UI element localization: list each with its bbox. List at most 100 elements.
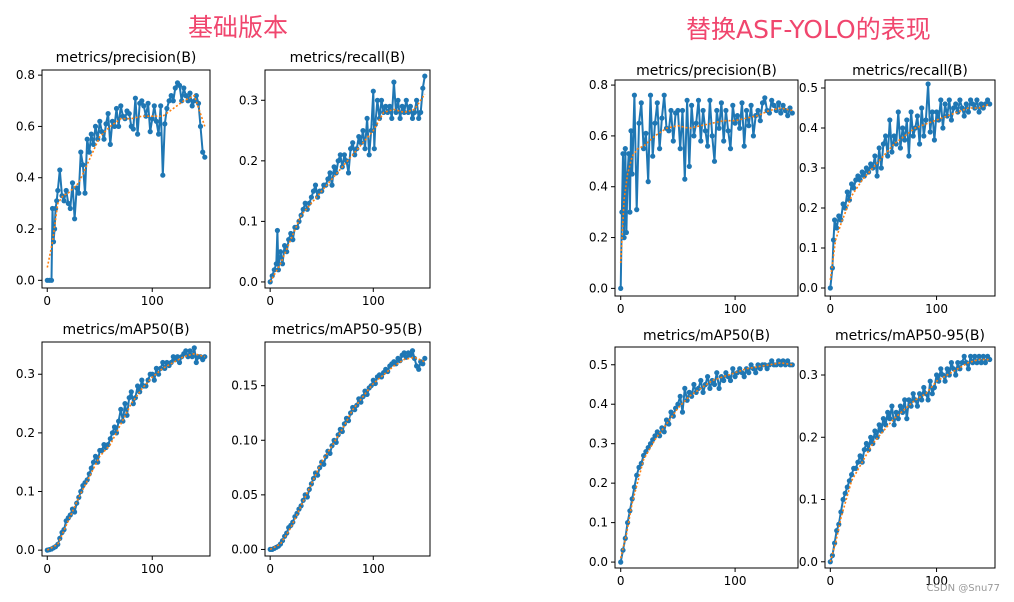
results-point — [695, 97, 702, 103]
results-point — [88, 465, 94, 471]
results-point — [968, 353, 974, 359]
results-point — [857, 453, 863, 459]
results-point — [279, 261, 286, 267]
results-point — [906, 153, 912, 159]
y-tick-label: 0.3 — [16, 367, 35, 381]
y-tick-label: 0.1 — [239, 214, 258, 228]
results-point — [748, 102, 754, 108]
results-point — [80, 162, 86, 168]
results-point — [126, 111, 132, 117]
results-point — [170, 98, 176, 104]
y-tick-label: 0.1 — [16, 485, 35, 499]
results-point — [337, 152, 343, 158]
results-point — [789, 362, 795, 368]
results-point — [153, 365, 159, 371]
results-point — [135, 131, 141, 137]
results-point — [970, 101, 976, 107]
results-point — [880, 141, 886, 147]
y-tick-label: 0.4 — [589, 180, 608, 194]
results-point — [362, 146, 368, 152]
results-point — [139, 377, 145, 383]
results-point — [141, 103, 147, 109]
results-point — [931, 137, 937, 143]
results-point — [827, 285, 833, 291]
results-point — [914, 403, 920, 409]
results-point — [282, 243, 288, 249]
chart-title: metrics/mAP50(B) — [62, 322, 189, 338]
x-tick-label: 0 — [43, 294, 51, 308]
y-tick-label: 0.8 — [16, 68, 35, 82]
results-point — [321, 461, 327, 467]
results-point — [158, 103, 164, 109]
results-point — [923, 117, 929, 123]
results-line — [270, 349, 426, 551]
results-point — [709, 133, 715, 139]
results-point — [868, 161, 874, 167]
results-point — [830, 237, 837, 243]
results-point — [741, 374, 747, 380]
results-point — [109, 430, 115, 436]
smooth-line — [46, 352, 206, 551]
results-point — [929, 391, 935, 397]
results-point — [634, 207, 640, 213]
y-tick-label: 0.4 — [589, 397, 608, 411]
results-point — [748, 362, 754, 368]
chart-left-map50-95: metrics/mAP50-95(B) 0 100 0.00 0.05 0.10 0.15 — [231, 322, 431, 576]
results-point — [411, 109, 418, 115]
results-point — [149, 371, 155, 377]
results-point — [143, 383, 149, 389]
chart-right-map50: metrics/mAP50(B) 0 100 0.0 0.1 0.2 0.3 0.4 0.5 — [589, 328, 799, 588]
results-point — [59, 193, 65, 199]
results-point — [917, 141, 923, 147]
results-point — [139, 98, 145, 104]
y-tick-label: 0.4 — [16, 171, 35, 185]
x-tick-label: 100 — [141, 562, 164, 576]
results-point — [872, 428, 878, 434]
results-point — [921, 133, 927, 139]
y-tick-label: 0.1 — [799, 493, 818, 507]
results-point — [358, 140, 364, 146]
results-point — [643, 130, 649, 136]
results-point — [684, 97, 690, 103]
results-point — [620, 151, 626, 157]
results-point — [109, 118, 115, 124]
results-point — [771, 102, 777, 108]
x-tick-label: 0 — [826, 574, 834, 588]
results-point — [420, 361, 426, 367]
results-point — [135, 383, 141, 389]
results-point — [312, 182, 319, 188]
results-point — [679, 409, 686, 415]
results-point — [698, 138, 704, 144]
results-point — [868, 434, 874, 440]
results-point — [766, 362, 772, 368]
results-point — [626, 151, 632, 157]
results-point — [143, 113, 149, 119]
results-point — [350, 140, 356, 146]
y-tick-label: 0.05 — [231, 488, 258, 502]
results-point — [883, 133, 889, 139]
results-point — [385, 109, 391, 115]
results-point — [741, 143, 747, 149]
results-point — [900, 409, 906, 415]
x-tick-label: 0 — [43, 562, 51, 576]
results-point — [670, 138, 676, 144]
results-point — [149, 116, 155, 122]
results-point — [174, 354, 181, 360]
results-point — [753, 370, 759, 376]
chart-right-map50-95: metrics/mAP50-95(B) 0 100 0.0 0.1 0.2 0.3 — [799, 328, 996, 588]
results-point — [955, 360, 961, 366]
results-point — [183, 348, 189, 354]
results-line — [829, 355, 991, 563]
results-point — [92, 453, 99, 459]
results-point — [191, 345, 197, 351]
results-point — [97, 118, 103, 124]
results-point — [904, 117, 910, 123]
results-point — [968, 97, 974, 103]
y-tick-label: 0.0 — [16, 543, 35, 557]
results-point — [980, 353, 986, 359]
results-point — [711, 158, 718, 164]
results-point — [187, 348, 193, 354]
plot-frame — [41, 341, 211, 557]
results-point — [200, 149, 206, 155]
y-tick-label: 0.2 — [589, 231, 608, 245]
